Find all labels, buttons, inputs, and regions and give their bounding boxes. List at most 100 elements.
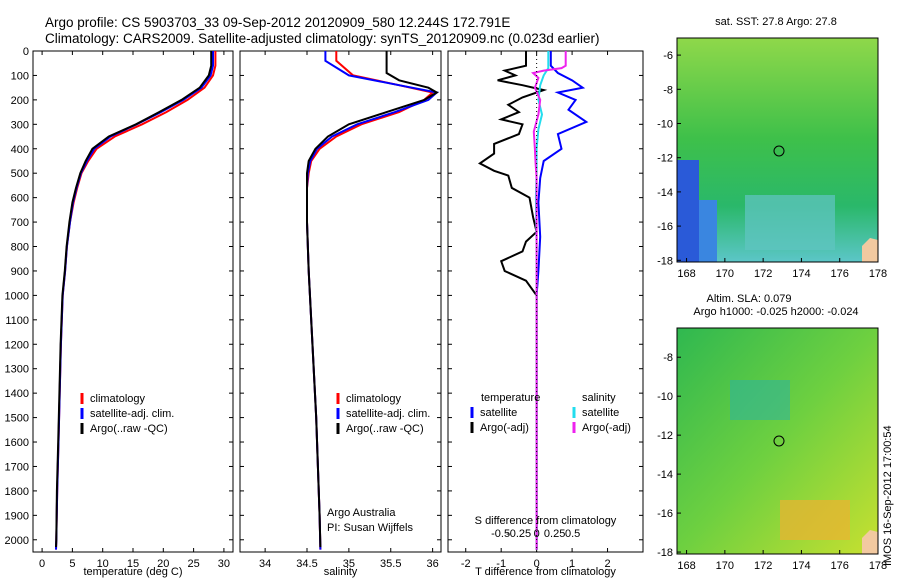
plot-frame [239, 50, 442, 553]
map-x-tick-label: 178 [869, 560, 887, 572]
print-stamp: IMOS 16-Sep-2012 17:00:54 [882, 425, 894, 566]
y-tick-label: 0 [23, 46, 29, 58]
legend-entry: Argo(-adj) [582, 422, 631, 434]
x-tick-label: 15 [127, 558, 139, 570]
y-tick-label: 1600 [5, 437, 29, 449]
sla-map-frame [676, 327, 879, 555]
y-tick-label: 1100 [5, 315, 29, 327]
s-tick-label: 0 [534, 528, 540, 540]
y-tick-label: 1700 [5, 461, 29, 473]
series-line-3 [531, 51, 567, 550]
pi-line-1: Argo Australia [327, 507, 396, 519]
map-x-tick-label: 174 [792, 268, 810, 280]
s-tick-label: -0.5 [491, 528, 510, 540]
series-line-2 [55, 51, 213, 548]
y-tick-label: 1900 [5, 510, 29, 522]
x-tick-label: -2 [461, 558, 471, 570]
series-line-2 [306, 51, 439, 548]
series-line-0 [535, 51, 589, 550]
y-tick-label: 500 [11, 168, 29, 180]
difference-panel: -2 -1 0 1 2T difference from climatology -0.5… [447, 50, 644, 578]
sla-map-float-marker [773, 435, 785, 447]
series-line-1 [477, 51, 548, 550]
header-line-2: Climatology: CARS2009. Satellite-adjuste… [45, 31, 600, 46]
map-y-tick-label: -14 [657, 187, 673, 199]
salinity-panel: 34 34.5 35 35.5 36 salinity climatology satelli… [239, 50, 442, 578]
map-y-tick-label: -16 [657, 508, 673, 520]
sla-map-low-patch [730, 380, 790, 420]
map-x-tick-label: 170 [716, 268, 734, 280]
x-tick-label: 34.5 [296, 558, 317, 570]
x-tick-label: 36 [427, 558, 439, 570]
x-tick-label: 0 [534, 558, 540, 570]
legend-entry: climatology [346, 393, 402, 405]
sst-map-float-marker [773, 145, 785, 157]
x-axis-label: T difference from climatology [475, 566, 616, 578]
sla-map-land [862, 530, 878, 554]
map-y-tick-label: -10 [657, 118, 673, 130]
y-tick-label: 800 [11, 242, 29, 254]
map-y-tick-label: -8 [663, 352, 673, 364]
map-x-tick-label: 172 [754, 268, 772, 280]
map-y-tick-label: -12 [657, 153, 673, 165]
legend-entry: Argo(-adj) [480, 422, 529, 434]
sla-map-subtitle: Argo h1000: -0.025 h2000: -0.024 [693, 306, 858, 318]
x-tick-label: 1 [569, 558, 575, 570]
map-y-tick-label: -18 [657, 547, 673, 559]
legend-title: temperature [481, 392, 540, 404]
sla-map: Altim. SLA: 0.079 Argo h1000: -0.025 h20… [657, 293, 887, 572]
y-tick-label: 1300 [5, 364, 29, 376]
x-tick-label: 5 [69, 558, 75, 570]
x-tick-label: 0 [39, 558, 45, 570]
sst-map-cold-edge [677, 160, 699, 262]
s-tick-label: 0.5 [565, 528, 580, 540]
x-axis-label: temperature (deg C) [83, 566, 182, 578]
sst-map-cold-edge-2 [699, 200, 717, 262]
map-x-tick-label: 172 [754, 560, 772, 572]
y-tick-label: 900 [11, 266, 29, 278]
map-y-tick-label: -16 [657, 221, 673, 233]
legend-title: salinity [582, 392, 616, 404]
legend-entry: satellite-adj. clim. [346, 408, 430, 420]
pi-line-2: PI: Susan Wijffels [327, 522, 413, 534]
sst-map-frame [676, 37, 879, 263]
legend-entry: climatology [90, 393, 146, 405]
sla-map-high-patch [780, 500, 850, 540]
sst-map-land [862, 238, 878, 262]
map-y-tick-label: -8 [663, 84, 673, 96]
y-tick-label: 1800 [5, 486, 29, 498]
x-tick-label: 10 [97, 558, 109, 570]
map-x-tick-label: 174 [792, 560, 810, 572]
y-tick-label: 100 [11, 70, 29, 82]
map-y-tick-label: -12 [657, 430, 673, 442]
x-tick-label: 35 [343, 558, 355, 570]
y-tick-label: 1200 [5, 339, 29, 351]
map-x-tick-label: 178 [869, 268, 887, 280]
map-x-tick-label: 168 [677, 560, 695, 572]
map-x-tick-label: 168 [677, 268, 695, 280]
map-y-tick-label: -18 [657, 255, 673, 267]
header-line-1: Argo profile: CS 5903703_33 09-Sep-2012 … [45, 15, 510, 30]
x-tick-label: 20 [157, 558, 169, 570]
y-tick-label: 400 [11, 144, 29, 156]
map-x-tick-label: 170 [716, 560, 734, 572]
x-axis-label: salinity [324, 566, 358, 578]
x-tick-label: 34 [259, 558, 271, 570]
sla-map-title: Altim. SLA: 0.079 [707, 293, 792, 305]
map-y-tick-label: -10 [657, 391, 673, 403]
temperature-panel: 0100200300400500600700800900100011001200… [5, 46, 234, 578]
s-axis-label: S difference from climatology [475, 515, 617, 527]
sst-map: sat. SST: 27.8 Argo: 27.8 168 170 172 174 17… [657, 16, 887, 280]
sst-map-cool-patch [745, 195, 835, 250]
series-line-0 [306, 51, 435, 550]
x-tick-label: 30 [218, 558, 230, 570]
y-tick-label: 1500 [5, 413, 29, 425]
plot-frame [447, 50, 644, 553]
legend-entry: satellite-adj. clim. [90, 408, 174, 420]
s-tick-label: -0.25 [506, 528, 531, 540]
x-tick-label: 25 [187, 558, 199, 570]
legend-entry: satellite [480, 407, 517, 419]
series-line-1 [306, 51, 439, 550]
y-tick-label: 200 [11, 95, 29, 107]
